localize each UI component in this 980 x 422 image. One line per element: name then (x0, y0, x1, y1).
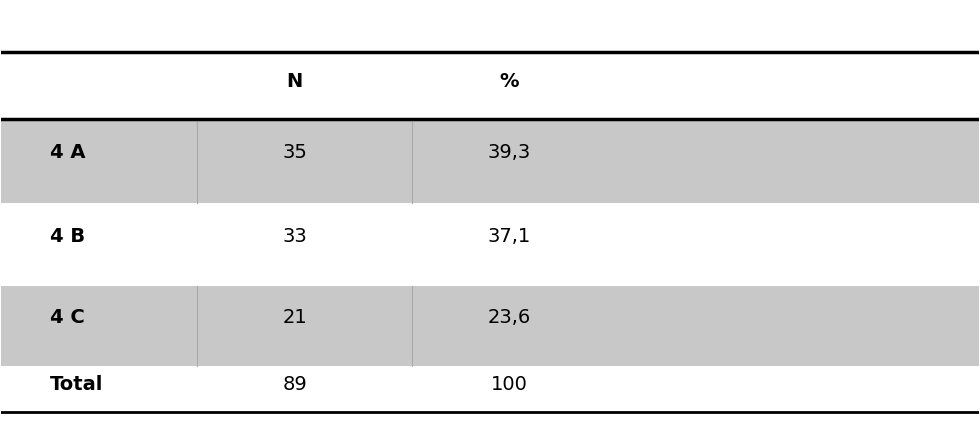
Text: 21: 21 (282, 308, 307, 327)
Text: 35: 35 (282, 143, 307, 162)
Text: %: % (500, 72, 519, 91)
Bar (1, 119, 979, 203)
Text: 23,6: 23,6 (488, 308, 531, 327)
Text: 89: 89 (282, 376, 307, 395)
Bar (1, 287, 979, 366)
Text: 4 C: 4 C (50, 308, 85, 327)
Text: 37,1: 37,1 (488, 227, 531, 246)
Text: N: N (286, 72, 303, 91)
Text: 4 A: 4 A (50, 143, 86, 162)
Text: 33: 33 (282, 227, 307, 246)
Text: 4 B: 4 B (50, 227, 85, 246)
Text: Total: Total (50, 376, 104, 395)
Text: 100: 100 (491, 376, 528, 395)
Text: 39,3: 39,3 (488, 143, 531, 162)
